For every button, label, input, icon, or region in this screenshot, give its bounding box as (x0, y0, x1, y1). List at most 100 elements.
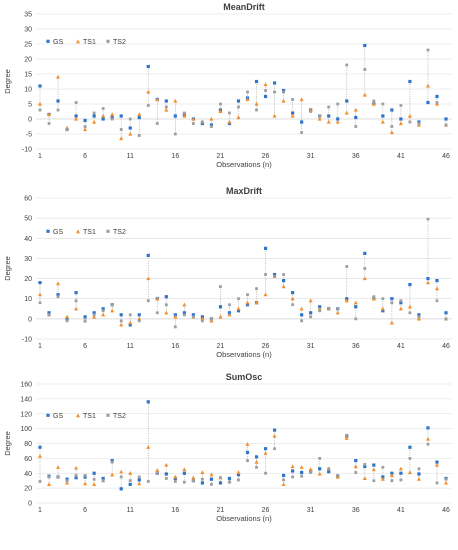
point-gs (65, 317, 69, 321)
point-gs (345, 99, 349, 103)
point-gs (146, 64, 150, 69)
point-ts2 (74, 299, 78, 303)
point-gs (444, 117, 448, 121)
point-ts1 (128, 131, 133, 136)
point-ts1 (290, 296, 295, 301)
point-ts2 (228, 303, 231, 307)
point-ts2 (210, 483, 213, 486)
point-gs (218, 305, 223, 309)
point-gs (263, 94, 268, 99)
point-ts1 (119, 136, 124, 141)
legend-label-ts2: TS2 (113, 413, 126, 420)
x-tick-label: 21 (217, 153, 225, 160)
point-gs (426, 100, 430, 105)
legend-label-gs: GS (53, 39, 63, 46)
point-ts2 (173, 325, 177, 329)
point-ts2 (381, 102, 385, 106)
point-gs (336, 117, 340, 121)
point-ts2 (173, 480, 177, 483)
y-tick-label: 80 (24, 441, 32, 448)
point-ts1 (254, 300, 259, 305)
legend-label-ts2: TS2 (113, 39, 126, 46)
point-ts2 (119, 475, 123, 479)
point-ts2 (101, 309, 105, 313)
point-ts1 (101, 312, 106, 317)
point-ts1 (281, 284, 286, 289)
point-ts2 (146, 480, 150, 483)
point-gs (399, 117, 403, 121)
point-ts2 (255, 287, 258, 291)
point-gs (209, 477, 214, 481)
point-ts2 (182, 313, 186, 317)
point-ts2 (164, 303, 168, 307)
point-gs (128, 323, 132, 327)
point-ts1 (155, 468, 160, 472)
point-ts2 (246, 90, 249, 94)
point-gs (263, 447, 268, 451)
point-ts1 (290, 113, 295, 118)
point-ts1 (155, 97, 160, 102)
point-ts1 (164, 310, 169, 315)
point-ts1 (317, 471, 322, 476)
legend-marker-ts2 (106, 39, 110, 43)
point-ts1 (65, 480, 70, 485)
point-ts1 (444, 480, 448, 485)
point-ts2 (354, 471, 358, 474)
x-tick-label: 26 (262, 343, 270, 350)
point-ts2 (219, 102, 222, 106)
point-ts2 (291, 98, 295, 101)
point-ts2 (164, 477, 168, 480)
point-gs (390, 297, 394, 301)
point-ts1 (299, 97, 304, 102)
point-ts1 (128, 320, 133, 325)
point-ts2 (65, 479, 69, 483)
point-ts1 (173, 474, 178, 479)
point-ts1 (380, 119, 385, 124)
point-ts1 (227, 312, 232, 317)
point-gs (381, 309, 385, 313)
series-ts1 (38, 433, 448, 487)
point-ts2 (237, 297, 240, 301)
point-ts2 (390, 479, 394, 483)
point-ts2 (399, 478, 403, 482)
point-ts1 (407, 304, 412, 309)
legend-label-ts2: TS2 (113, 229, 126, 236)
chart-title: SumOsc (226, 372, 263, 382)
point-ts1 (101, 113, 106, 118)
point-ts2 (435, 299, 439, 303)
point-ts1 (47, 482, 52, 487)
point-ts2 (435, 101, 439, 104)
x-tick-label: 1 (38, 343, 42, 350)
point-ts2 (92, 111, 96, 115)
point-gs (38, 445, 42, 449)
point-ts2 (137, 475, 141, 479)
point-ts2 (417, 467, 421, 471)
point-gs (209, 123, 214, 127)
point-ts2 (417, 122, 421, 125)
x-tick-label: 36 (352, 343, 360, 350)
point-gs (164, 295, 168, 299)
point-gs (236, 473, 241, 477)
point-ts2 (182, 480, 186, 484)
legend-marker-ts1 (76, 229, 80, 234)
point-ts2 (291, 303, 295, 307)
point-ts2 (426, 48, 430, 52)
point-ts1 (308, 298, 313, 303)
y-tick-label: 30 (24, 27, 32, 34)
x-tick-label: 6 (83, 153, 87, 160)
point-ts1 (371, 296, 376, 301)
x-tick-label: 41 (397, 343, 405, 350)
point-ts2 (137, 134, 141, 137)
point-gs (300, 313, 304, 317)
y-tick-label: 35 (24, 12, 32, 19)
point-ts1 (389, 473, 394, 478)
point-ts1 (389, 130, 394, 135)
point-gs (92, 471, 96, 475)
point-ts2 (47, 122, 51, 125)
point-ts2 (327, 467, 331, 471)
point-ts2 (146, 299, 150, 303)
point-ts2 (309, 110, 313, 113)
point-ts2 (191, 315, 195, 319)
point-ts1 (182, 113, 187, 118)
